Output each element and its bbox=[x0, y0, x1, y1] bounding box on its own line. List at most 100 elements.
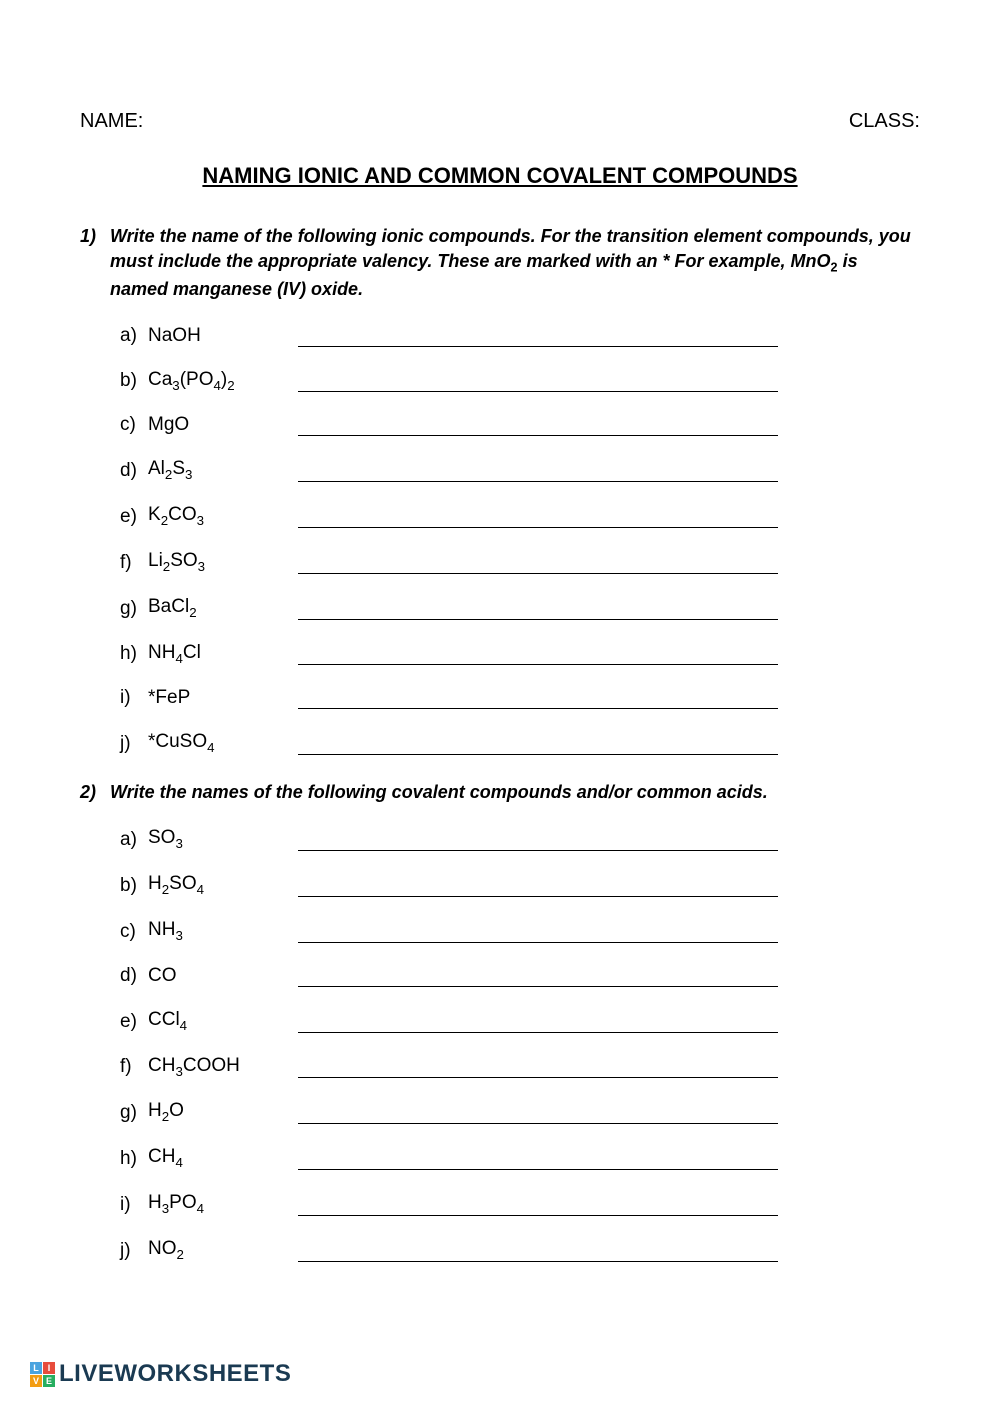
item-row: g)BaCl2 bbox=[120, 596, 920, 620]
item-letter: c) bbox=[120, 921, 148, 943]
item-row: d)CO bbox=[120, 965, 920, 987]
question-number: 1) bbox=[80, 224, 110, 303]
answer-input-line[interactable] bbox=[298, 1196, 778, 1216]
answer-input-line[interactable] bbox=[298, 877, 778, 897]
item-letter: i) bbox=[120, 1194, 148, 1216]
item-row: h)CH4 bbox=[120, 1146, 920, 1170]
items-list: a)NaOHb)Ca3(PO4)2c)MgOd)Al2S3e)K2CO3f)Li… bbox=[80, 325, 920, 756]
worksheet-title: NAMING IONIC AND COMMON COVALENT COMPOUN… bbox=[80, 163, 920, 189]
answer-input-line[interactable] bbox=[298, 372, 778, 392]
questions-container: 1)Write the name of the following ionic … bbox=[80, 224, 920, 1262]
answer-input-line[interactable] bbox=[298, 327, 778, 347]
item-formula: H3PO4 bbox=[148, 1192, 298, 1216]
item-row: i)*FeP bbox=[120, 687, 920, 709]
item-formula: CO bbox=[148, 965, 298, 987]
item-row: f)Li2SO3 bbox=[120, 550, 920, 574]
header-row: NAME: CLASS: bbox=[80, 110, 920, 133]
item-letter: c) bbox=[120, 414, 148, 436]
question-number: 2) bbox=[80, 780, 110, 805]
logo-grid-icon: LIVE bbox=[30, 1362, 55, 1387]
item-formula: CH3COOH bbox=[148, 1055, 298, 1079]
answer-input-line[interactable] bbox=[298, 735, 778, 755]
worksheet-page: NAME: CLASS: NAMING IONIC AND COMMON COV… bbox=[0, 0, 1000, 1347]
logo-cell: V bbox=[30, 1375, 42, 1387]
answer-input-line[interactable] bbox=[298, 416, 778, 436]
question-body: Write the name of the following ionic co… bbox=[110, 224, 920, 303]
item-row: i)H3PO4 bbox=[120, 1192, 920, 1216]
item-formula: NH3 bbox=[148, 919, 298, 943]
answer-input-line[interactable] bbox=[298, 689, 778, 709]
item-row: a)SO3 bbox=[120, 827, 920, 851]
item-row: d)Al2S3 bbox=[120, 458, 920, 482]
item-formula: Ca3(PO4)2 bbox=[148, 369, 298, 393]
item-formula: MgO bbox=[148, 414, 298, 436]
answer-input-line[interactable] bbox=[298, 462, 778, 482]
item-formula: H2SO4 bbox=[148, 873, 298, 897]
item-row: e)K2CO3 bbox=[120, 504, 920, 528]
question-text: 1)Write the name of the following ionic … bbox=[80, 224, 920, 303]
item-letter: b) bbox=[120, 875, 148, 897]
answer-input-line[interactable] bbox=[298, 1242, 778, 1262]
item-letter: a) bbox=[120, 829, 148, 851]
item-row: b)Ca3(PO4)2 bbox=[120, 369, 920, 393]
items-list: a)SO3b)H2SO4c)NH3d)COe)CCl4f)CH3COOHg)H2… bbox=[80, 827, 920, 1261]
brand-text: LIVEWORKSHEETS bbox=[59, 1360, 291, 1388]
item-row: h)NH4Cl bbox=[120, 642, 920, 666]
item-formula: CCl4 bbox=[148, 1009, 298, 1033]
footer-logo: LIVE LIVEWORKSHEETS bbox=[30, 1360, 291, 1388]
item-letter: d) bbox=[120, 965, 148, 987]
item-row: b)H2SO4 bbox=[120, 873, 920, 897]
answer-input-line[interactable] bbox=[298, 508, 778, 528]
name-label: NAME: bbox=[80, 110, 143, 133]
item-letter: d) bbox=[120, 460, 148, 482]
item-formula: BaCl2 bbox=[148, 596, 298, 620]
answer-input-line[interactable] bbox=[298, 1104, 778, 1124]
logo-cell: L bbox=[30, 1362, 42, 1374]
item-letter: e) bbox=[120, 506, 148, 528]
item-letter: g) bbox=[120, 1102, 148, 1124]
item-formula: SO3 bbox=[148, 827, 298, 851]
item-letter: i) bbox=[120, 687, 148, 709]
answer-input-line[interactable] bbox=[298, 1058, 778, 1078]
class-label: CLASS: bbox=[849, 110, 920, 133]
answer-input-line[interactable] bbox=[298, 645, 778, 665]
logo-cell: I bbox=[43, 1362, 55, 1374]
item-formula: *FeP bbox=[148, 687, 298, 709]
item-formula: *CuSO4 bbox=[148, 731, 298, 755]
item-letter: j) bbox=[120, 733, 148, 755]
item-formula: NO2 bbox=[148, 1238, 298, 1262]
item-row: c)MgO bbox=[120, 414, 920, 436]
item-formula: NH4Cl bbox=[148, 642, 298, 666]
question-body: Write the names of the following covalen… bbox=[110, 780, 920, 805]
item-row: g)H2O bbox=[120, 1100, 920, 1124]
item-row: a)NaOH bbox=[120, 325, 920, 347]
item-row: j)*CuSO4 bbox=[120, 731, 920, 755]
item-formula: CH4 bbox=[148, 1146, 298, 1170]
answer-input-line[interactable] bbox=[298, 1150, 778, 1170]
item-formula: K2CO3 bbox=[148, 504, 298, 528]
item-letter: g) bbox=[120, 598, 148, 620]
item-letter: b) bbox=[120, 370, 148, 392]
item-letter: f) bbox=[120, 1056, 148, 1078]
item-letter: h) bbox=[120, 1148, 148, 1170]
logo-cell: E bbox=[43, 1375, 55, 1387]
item-formula: NaOH bbox=[148, 325, 298, 347]
item-row: f)CH3COOH bbox=[120, 1055, 920, 1079]
answer-input-line[interactable] bbox=[298, 831, 778, 851]
item-letter: e) bbox=[120, 1011, 148, 1033]
item-row: e)CCl4 bbox=[120, 1009, 920, 1033]
item-letter: h) bbox=[120, 643, 148, 665]
item-formula: Li2SO3 bbox=[148, 550, 298, 574]
question-text: 2)Write the names of the following coval… bbox=[80, 780, 920, 805]
answer-input-line[interactable] bbox=[298, 1013, 778, 1033]
item-letter: a) bbox=[120, 325, 148, 347]
item-letter: f) bbox=[120, 552, 148, 574]
answer-input-line[interactable] bbox=[298, 967, 778, 987]
question: 2)Write the names of the following coval… bbox=[80, 780, 920, 1261]
item-row: j)NO2 bbox=[120, 1238, 920, 1262]
answer-input-line[interactable] bbox=[298, 923, 778, 943]
question: 1)Write the name of the following ionic … bbox=[80, 224, 920, 755]
answer-input-line[interactable] bbox=[298, 600, 778, 620]
answer-input-line[interactable] bbox=[298, 554, 778, 574]
item-formula: H2O bbox=[148, 1100, 298, 1124]
